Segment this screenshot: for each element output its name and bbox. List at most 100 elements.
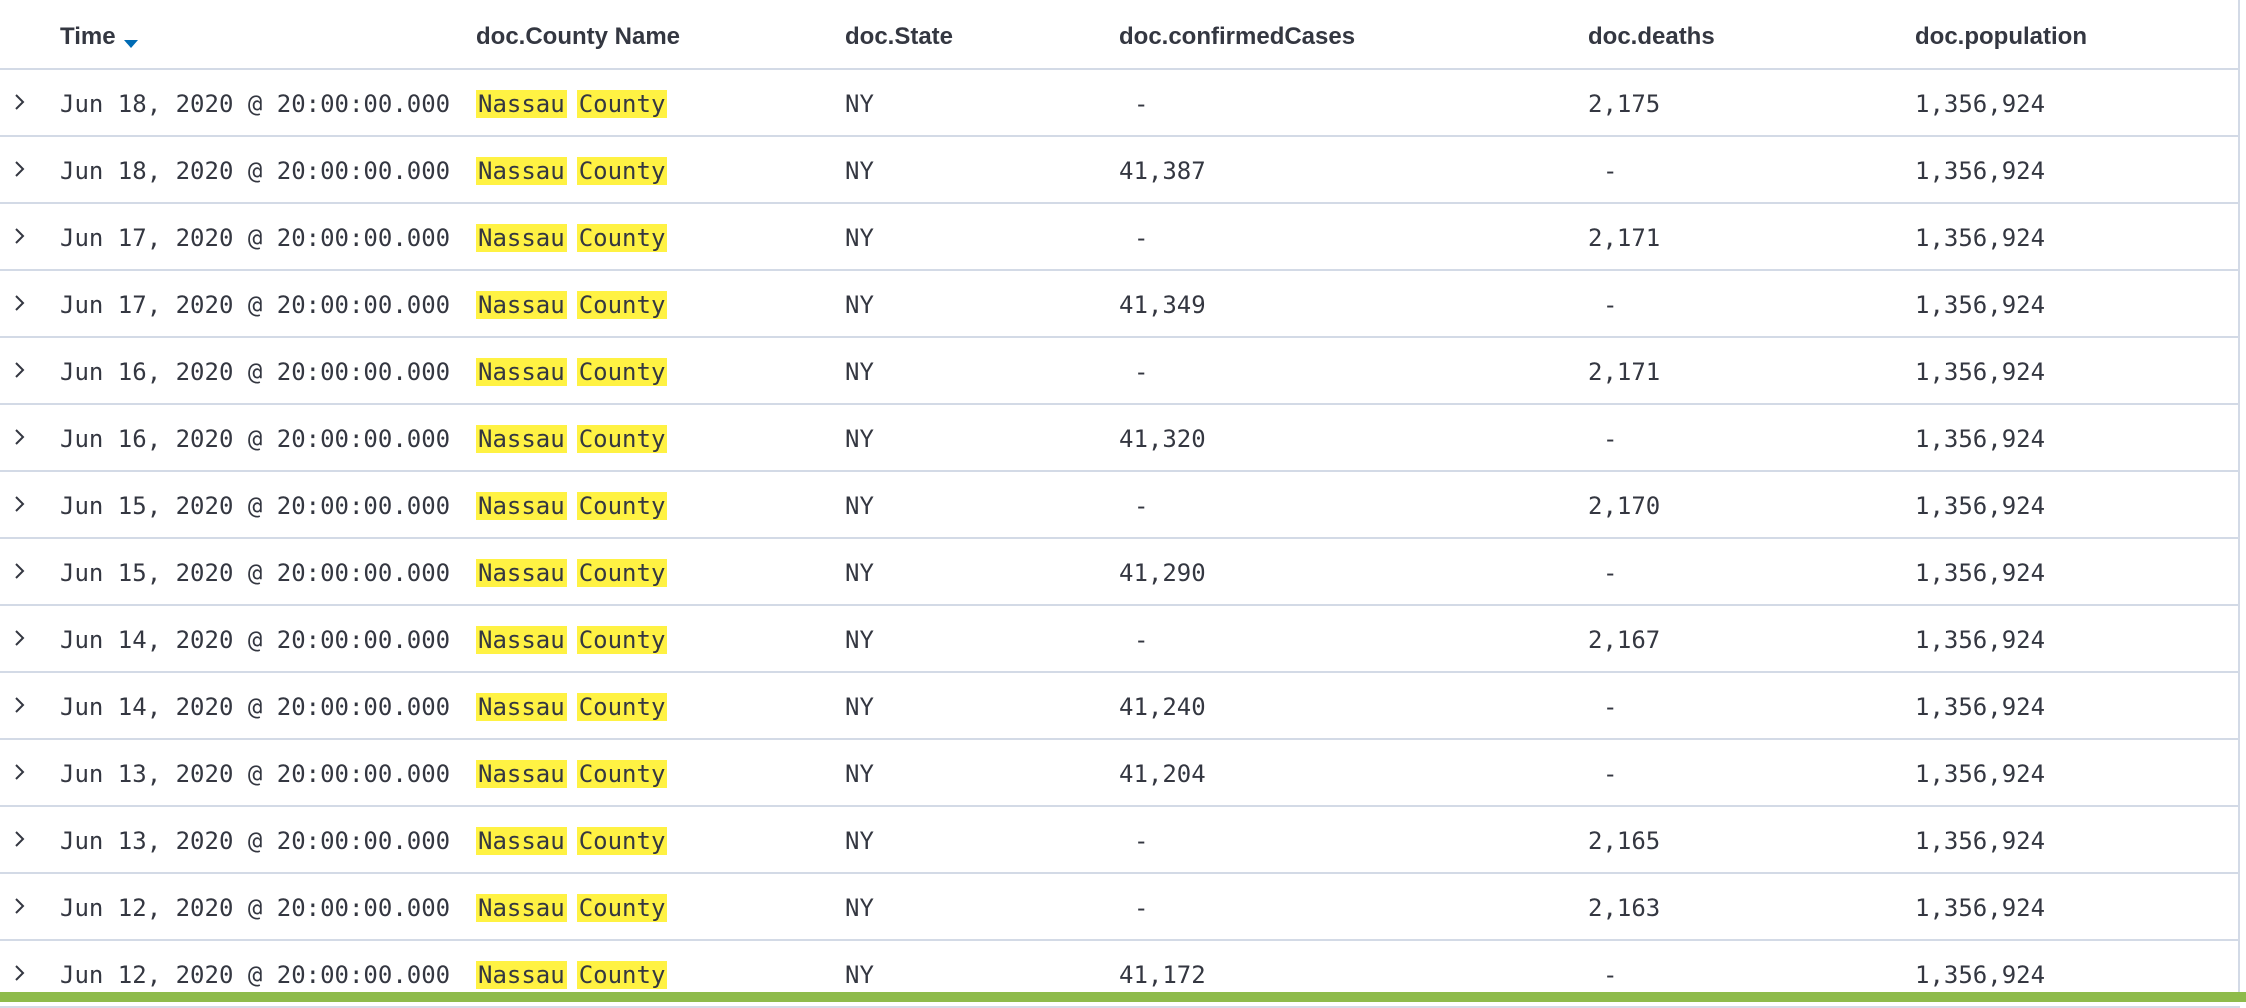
highlighted-term: County (576, 224, 668, 252)
cell-population: 1,356,924 (1915, 559, 2046, 587)
cell-state: NY (845, 626, 874, 654)
cell-deaths: 2,167 (1588, 626, 1661, 654)
highlighted-term: County (576, 492, 668, 520)
chevron-right-icon[interactable] (10, 762, 30, 782)
chevron-right-icon[interactable] (10, 829, 30, 849)
cell-county-name: Nassau County (476, 156, 668, 186)
highlighted-term: Nassau (476, 894, 567, 922)
table-row[interactable]: Jun 16, 2020 @ 20:00:00.000 Nassau County N… (0, 338, 2240, 405)
highlighted-term: Nassau (476, 693, 567, 721)
cell-population: 1,356,924 (1915, 894, 2046, 922)
column-header-county-name[interactable]: doc.County Name (476, 22, 680, 52)
cell-deaths: 2,163 (1588, 894, 1661, 922)
cell-state: NY (845, 492, 874, 520)
chevron-right-icon[interactable] (10, 896, 30, 916)
cell-population: 1,356,924 (1915, 827, 2046, 855)
cell-deaths: 2,171 (1588, 224, 1661, 252)
cell-state: NY (845, 559, 874, 587)
cell-population: 1,356,924 (1915, 291, 2046, 319)
cell-state: NY (845, 157, 874, 185)
highlighted-term: Nassau (476, 157, 567, 185)
cell-deaths: 2,165 (1588, 827, 1661, 855)
cell-county-name: Nassau County (476, 960, 668, 990)
column-header-state[interactable]: doc.State (845, 22, 953, 52)
table-row[interactable]: Jun 12, 2020 @ 20:00:00.000 Nassau County N… (0, 874, 2240, 941)
cell-county-name: Nassau County (476, 491, 668, 521)
chevron-right-icon[interactable] (10, 963, 30, 983)
cell-state: NY (845, 224, 874, 252)
cell-confirmed-cases: 41,240 (1119, 693, 1206, 721)
table-row[interactable]: Jun 17, 2020 @ 20:00:00.000 Nassau County N… (0, 271, 2240, 338)
cell-time: Jun 17, 2020 @ 20:00:00.000 (60, 291, 451, 319)
chevron-right-icon[interactable] (10, 159, 30, 179)
highlighted-term: Nassau (476, 559, 567, 587)
table-row[interactable]: Jun 15, 2020 @ 20:00:00.000 Nassau County N… (0, 472, 2240, 539)
chevron-right-icon[interactable] (10, 226, 30, 246)
chevron-right-icon[interactable] (10, 427, 30, 447)
cell-population: 1,356,924 (1915, 157, 2046, 185)
column-header-population[interactable]: doc.population (1915, 22, 2087, 52)
cell-confirmed-cases: 41,172 (1119, 961, 1206, 989)
cell-time: Jun 12, 2020 @ 20:00:00.000 (60, 894, 451, 922)
table-row[interactable]: Jun 12, 2020 @ 20:00:00.000 Nassau County N… (0, 941, 2240, 1008)
chevron-right-icon[interactable] (10, 494, 30, 514)
cell-state: NY (845, 894, 874, 922)
highlighted-term: Nassau (476, 961, 567, 989)
table-row[interactable]: Jun 13, 2020 @ 20:00:00.000 Nassau County N… (0, 807, 2240, 874)
highlighted-term: County (576, 894, 668, 922)
cell-time: Jun 17, 2020 @ 20:00:00.000 (60, 224, 451, 252)
cell-confirmed-cases: 41,320 (1119, 425, 1206, 453)
table-row[interactable]: Jun 16, 2020 @ 20:00:00.000 Nassau County N… (0, 405, 2240, 472)
table-row[interactable]: Jun 13, 2020 @ 20:00:00.000 Nassau County N… (0, 740, 2240, 807)
cell-confirmed-cases: 41,204 (1119, 760, 1206, 788)
cell-deaths: - (1603, 425, 1618, 453)
cell-deaths: - (1603, 760, 1618, 788)
column-header-deaths[interactable]: doc.deaths (1588, 22, 1715, 52)
cell-county-name: Nassau County (476, 692, 668, 722)
table-row[interactable]: Jun 14, 2020 @ 20:00:00.000 Nassau County N… (0, 606, 2240, 673)
cell-deaths: - (1603, 291, 1618, 319)
chevron-right-icon[interactable] (10, 628, 30, 648)
cell-population: 1,356,924 (1915, 224, 2046, 252)
chevron-right-icon[interactable] (10, 360, 30, 380)
highlighted-term: County (576, 90, 668, 118)
chevron-right-icon[interactable] (10, 92, 30, 112)
chevron-right-icon[interactable] (10, 293, 30, 313)
column-header-time[interactable]: Time (60, 22, 138, 52)
cell-confirmed-cases: 41,290 (1119, 559, 1206, 587)
column-header-label: doc.State (845, 23, 954, 50)
table-row[interactable]: Jun 18, 2020 @ 20:00:00.000 Nassau County N… (0, 70, 2240, 137)
highlighted-term: Nassau (476, 827, 567, 855)
cell-population: 1,356,924 (1915, 626, 2046, 654)
table-row[interactable]: Jun 18, 2020 @ 20:00:00.000 Nassau County N… (0, 137, 2240, 204)
cell-confirmed-cases: - (1134, 358, 1149, 386)
cell-state: NY (845, 90, 874, 118)
cell-deaths: - (1603, 157, 1618, 185)
highlighted-term: Nassau (476, 760, 567, 788)
cell-confirmed-cases: - (1134, 827, 1149, 855)
cell-county-name: Nassau County (476, 625, 668, 655)
cell-confirmed-cases: - (1134, 894, 1149, 922)
cell-population: 1,356,924 (1915, 693, 2046, 721)
chevron-right-icon[interactable] (10, 561, 30, 581)
column-header-confirmed-cases[interactable]: doc.confirmedCases (1119, 22, 1355, 52)
cell-county-name: Nassau County (476, 89, 668, 119)
cell-confirmed-cases: - (1134, 90, 1149, 118)
footer-bar (0, 992, 2246, 1002)
table-row[interactable]: Jun 17, 2020 @ 20:00:00.000 Nassau County N… (0, 204, 2240, 271)
cell-confirmed-cases: 41,349 (1119, 291, 1206, 319)
cell-deaths: - (1603, 693, 1618, 721)
cell-time: Jun 13, 2020 @ 20:00:00.000 (60, 827, 451, 855)
cell-state: NY (845, 425, 874, 453)
sort-descending-icon[interactable] (123, 40, 138, 48)
cell-deaths: 2,175 (1588, 90, 1661, 118)
chevron-right-icon[interactable] (10, 695, 30, 715)
cell-deaths: 2,171 (1588, 358, 1661, 386)
table-row[interactable]: Jun 15, 2020 @ 20:00:00.000 Nassau County N… (0, 539, 2240, 606)
cell-time: Jun 18, 2020 @ 20:00:00.000 (60, 90, 451, 118)
highlighted-term: Nassau (476, 291, 567, 319)
cell-time: Jun 14, 2020 @ 20:00:00.000 (60, 626, 451, 654)
highlighted-term: County (576, 291, 668, 319)
cell-county-name: Nassau County (476, 826, 668, 856)
table-row[interactable]: Jun 14, 2020 @ 20:00:00.000 Nassau County N… (0, 673, 2240, 740)
